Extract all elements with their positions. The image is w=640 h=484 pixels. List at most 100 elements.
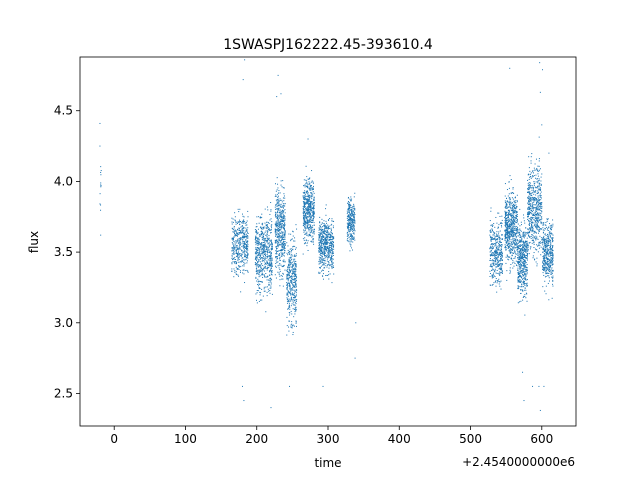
data-point: [350, 209, 352, 211]
data-point: [516, 222, 518, 224]
data-point: [521, 258, 523, 259]
data-point: [306, 216, 308, 218]
data-point: [329, 265, 331, 267]
data-point: [277, 254, 279, 256]
data-point: [286, 334, 288, 336]
data-point: [303, 179, 305, 181]
data-point: [326, 234, 328, 236]
data-point: [266, 224, 268, 226]
data-point: [241, 222, 243, 224]
data-point: [262, 235, 264, 237]
data-point: [270, 271, 272, 273]
data-point: [306, 216, 308, 218]
data-point: [351, 223, 353, 225]
data-point: [289, 270, 291, 272]
data-point: [353, 217, 355, 219]
data-point: [347, 214, 349, 216]
data-point: [244, 236, 246, 238]
data-point: [245, 247, 247, 249]
data-point: [535, 204, 537, 206]
data-point: [282, 245, 284, 247]
data-point: [520, 292, 522, 294]
data-point: [271, 261, 273, 263]
data-point: [524, 268, 526, 270]
data-point: [512, 267, 514, 269]
data-point: [520, 300, 522, 302]
data-point: [537, 196, 539, 198]
data-point: [513, 216, 515, 218]
data-point: [521, 283, 523, 285]
data-point: [255, 259, 257, 261]
data-point: [522, 281, 524, 283]
data-point: [523, 234, 525, 236]
data-point: [279, 225, 281, 227]
data-point: [497, 212, 499, 214]
data-point: [319, 237, 321, 239]
data-point: [523, 262, 525, 264]
data-point: [274, 224, 276, 226]
data-point: [517, 227, 519, 229]
data-point: [307, 228, 309, 229]
data-point: [302, 217, 304, 219]
data-point: [281, 231, 283, 233]
data-point: [490, 239, 492, 241]
data-point: [536, 244, 538, 246]
data-point: [289, 277, 291, 278]
data-point: [255, 241, 257, 243]
data-point: [236, 252, 238, 254]
data-point: [307, 216, 309, 218]
data-point: [267, 240, 269, 242]
data-point: [264, 239, 266, 241]
data-point: [517, 265, 519, 267]
data-point: [289, 248, 291, 250]
data-point: [275, 213, 277, 215]
data-point: [279, 222, 281, 224]
data-point: [289, 288, 291, 290]
data-point: [538, 165, 540, 167]
data-point: [276, 234, 278, 236]
data-point: [100, 171, 102, 173]
data-point: [286, 300, 288, 302]
data-point: [283, 238, 285, 240]
data-point: [539, 245, 541, 247]
data-point: [515, 237, 517, 239]
data-point: [294, 271, 296, 273]
data-point: [286, 269, 288, 271]
data-point: [323, 259, 325, 261]
data-point: [246, 262, 248, 264]
data-point: [509, 206, 511, 208]
data-point: [332, 241, 334, 243]
data-point: [233, 257, 235, 259]
data-point: [265, 239, 267, 241]
data-point: [330, 238, 332, 240]
data-point: [242, 235, 244, 237]
data-point: [522, 240, 524, 242]
data-point: [510, 213, 512, 215]
data-point: [518, 229, 520, 231]
data-point: [494, 258, 496, 260]
data-point: [278, 203, 280, 205]
data-point: [244, 241, 246, 243]
data-point: [501, 265, 503, 267]
data-point: [275, 257, 277, 259]
data-point: [243, 261, 245, 263]
data-point: [235, 259, 237, 261]
data-point: [519, 249, 521, 251]
data-point: [261, 259, 263, 261]
data-point: [498, 224, 500, 226]
data-point: [278, 255, 280, 257]
data-point: [310, 216, 312, 218]
data-point: [256, 272, 258, 274]
data-point: [256, 216, 258, 218]
data-point: [270, 273, 272, 275]
data-point: [322, 229, 324, 231]
data-point: [293, 258, 295, 260]
data-point: [527, 196, 529, 198]
data-point: [266, 261, 268, 263]
data-point: [99, 193, 101, 195]
data-point: [263, 236, 265, 238]
data-point: [349, 203, 351, 205]
data-point: [244, 262, 246, 264]
data-point: [246, 232, 248, 234]
data-point: [515, 221, 517, 223]
